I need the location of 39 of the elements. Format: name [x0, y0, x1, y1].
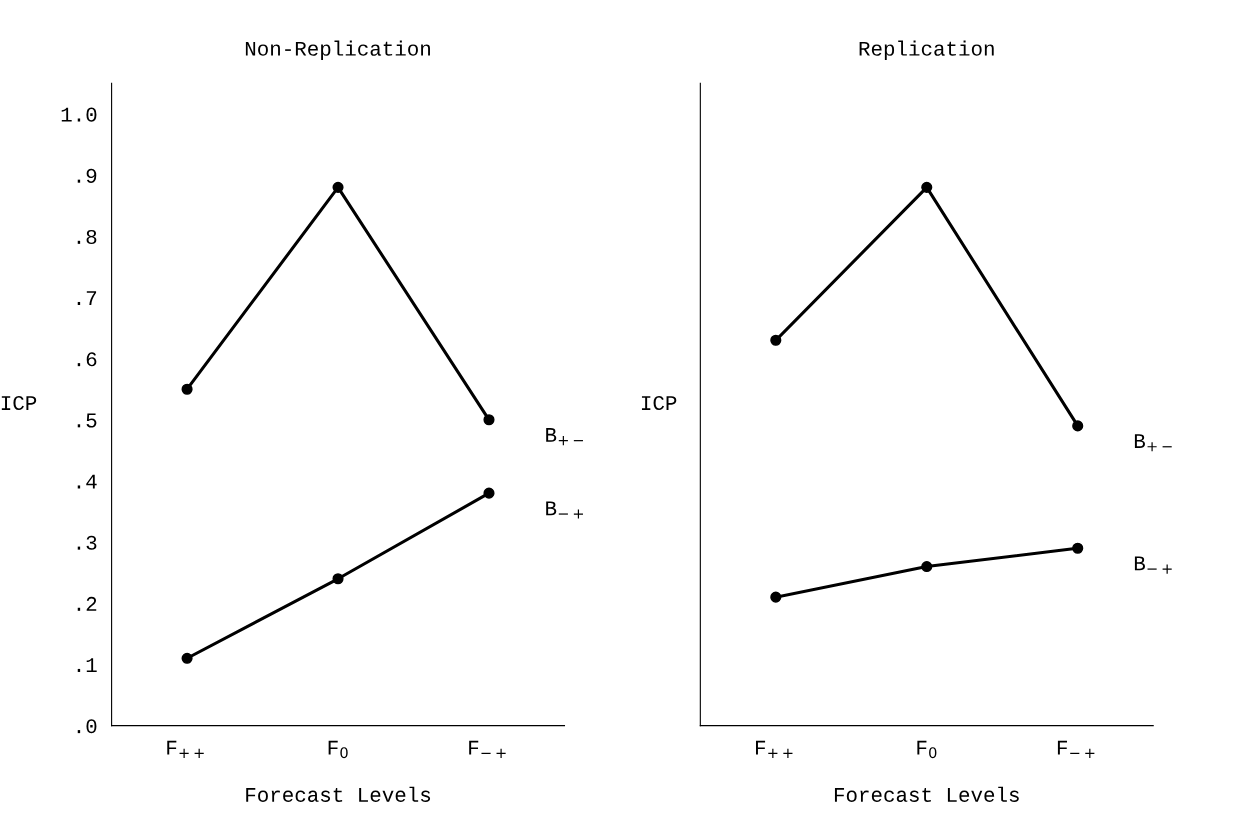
point [483, 487, 495, 499]
y-tick-label: .7 [77, 291, 97, 306]
y-tick-label: .1 [77, 658, 97, 672]
y-tick-label: .2 [77, 596, 97, 611]
point [332, 181, 344, 193]
point [770, 591, 782, 603]
x-tick-label: F$_{0}$ [917, 740, 937, 759]
x-tick-label: F$_{−+}$ [469, 740, 506, 758]
y-axis-title: ICP [1, 395, 37, 411]
chart-title: Non-Replication [245, 40, 430, 60]
y-tick-label: 1.0 [61, 107, 97, 122]
y-tick-label: .9 [77, 168, 97, 183]
y-tick-label: .3 [77, 535, 97, 550]
y-tick-label: .8 [77, 229, 97, 245]
text: B$_{−+}$ [1134, 556, 1172, 574]
chart-title: Replication [859, 40, 994, 60]
x-tick-label: F$_{++}$ [167, 740, 204, 758]
y-axis-title: ICP [641, 395, 677, 411]
point [1072, 420, 1084, 432]
point [181, 383, 193, 395]
point [332, 573, 344, 585]
point [921, 181, 933, 193]
x-axis-title: Forecast Levels [834, 786, 1019, 802]
text: B$_{+−}$ [546, 428, 583, 446]
text: B$_{−+}$ [546, 501, 583, 519]
x-tick-label: F$_{0}$ [328, 740, 348, 759]
y-tick-label: .4 [77, 474, 97, 489]
y-tick-label: .5 [77, 413, 97, 428]
point [770, 334, 782, 346]
point [483, 414, 495, 426]
x-tick-label: F$_{++}$ [756, 740, 793, 758]
point [1072, 542, 1084, 554]
x-tick-label: F$_{−+}$ [1057, 740, 1095, 758]
y-tick-label: .6 [77, 352, 97, 367]
x-axis-title: Forecast Levels [246, 786, 431, 802]
point [921, 561, 933, 573]
text: B$_{+−}$ [1134, 434, 1172, 452]
y-tick-label: .0 [77, 719, 97, 734]
point [181, 652, 193, 664]
